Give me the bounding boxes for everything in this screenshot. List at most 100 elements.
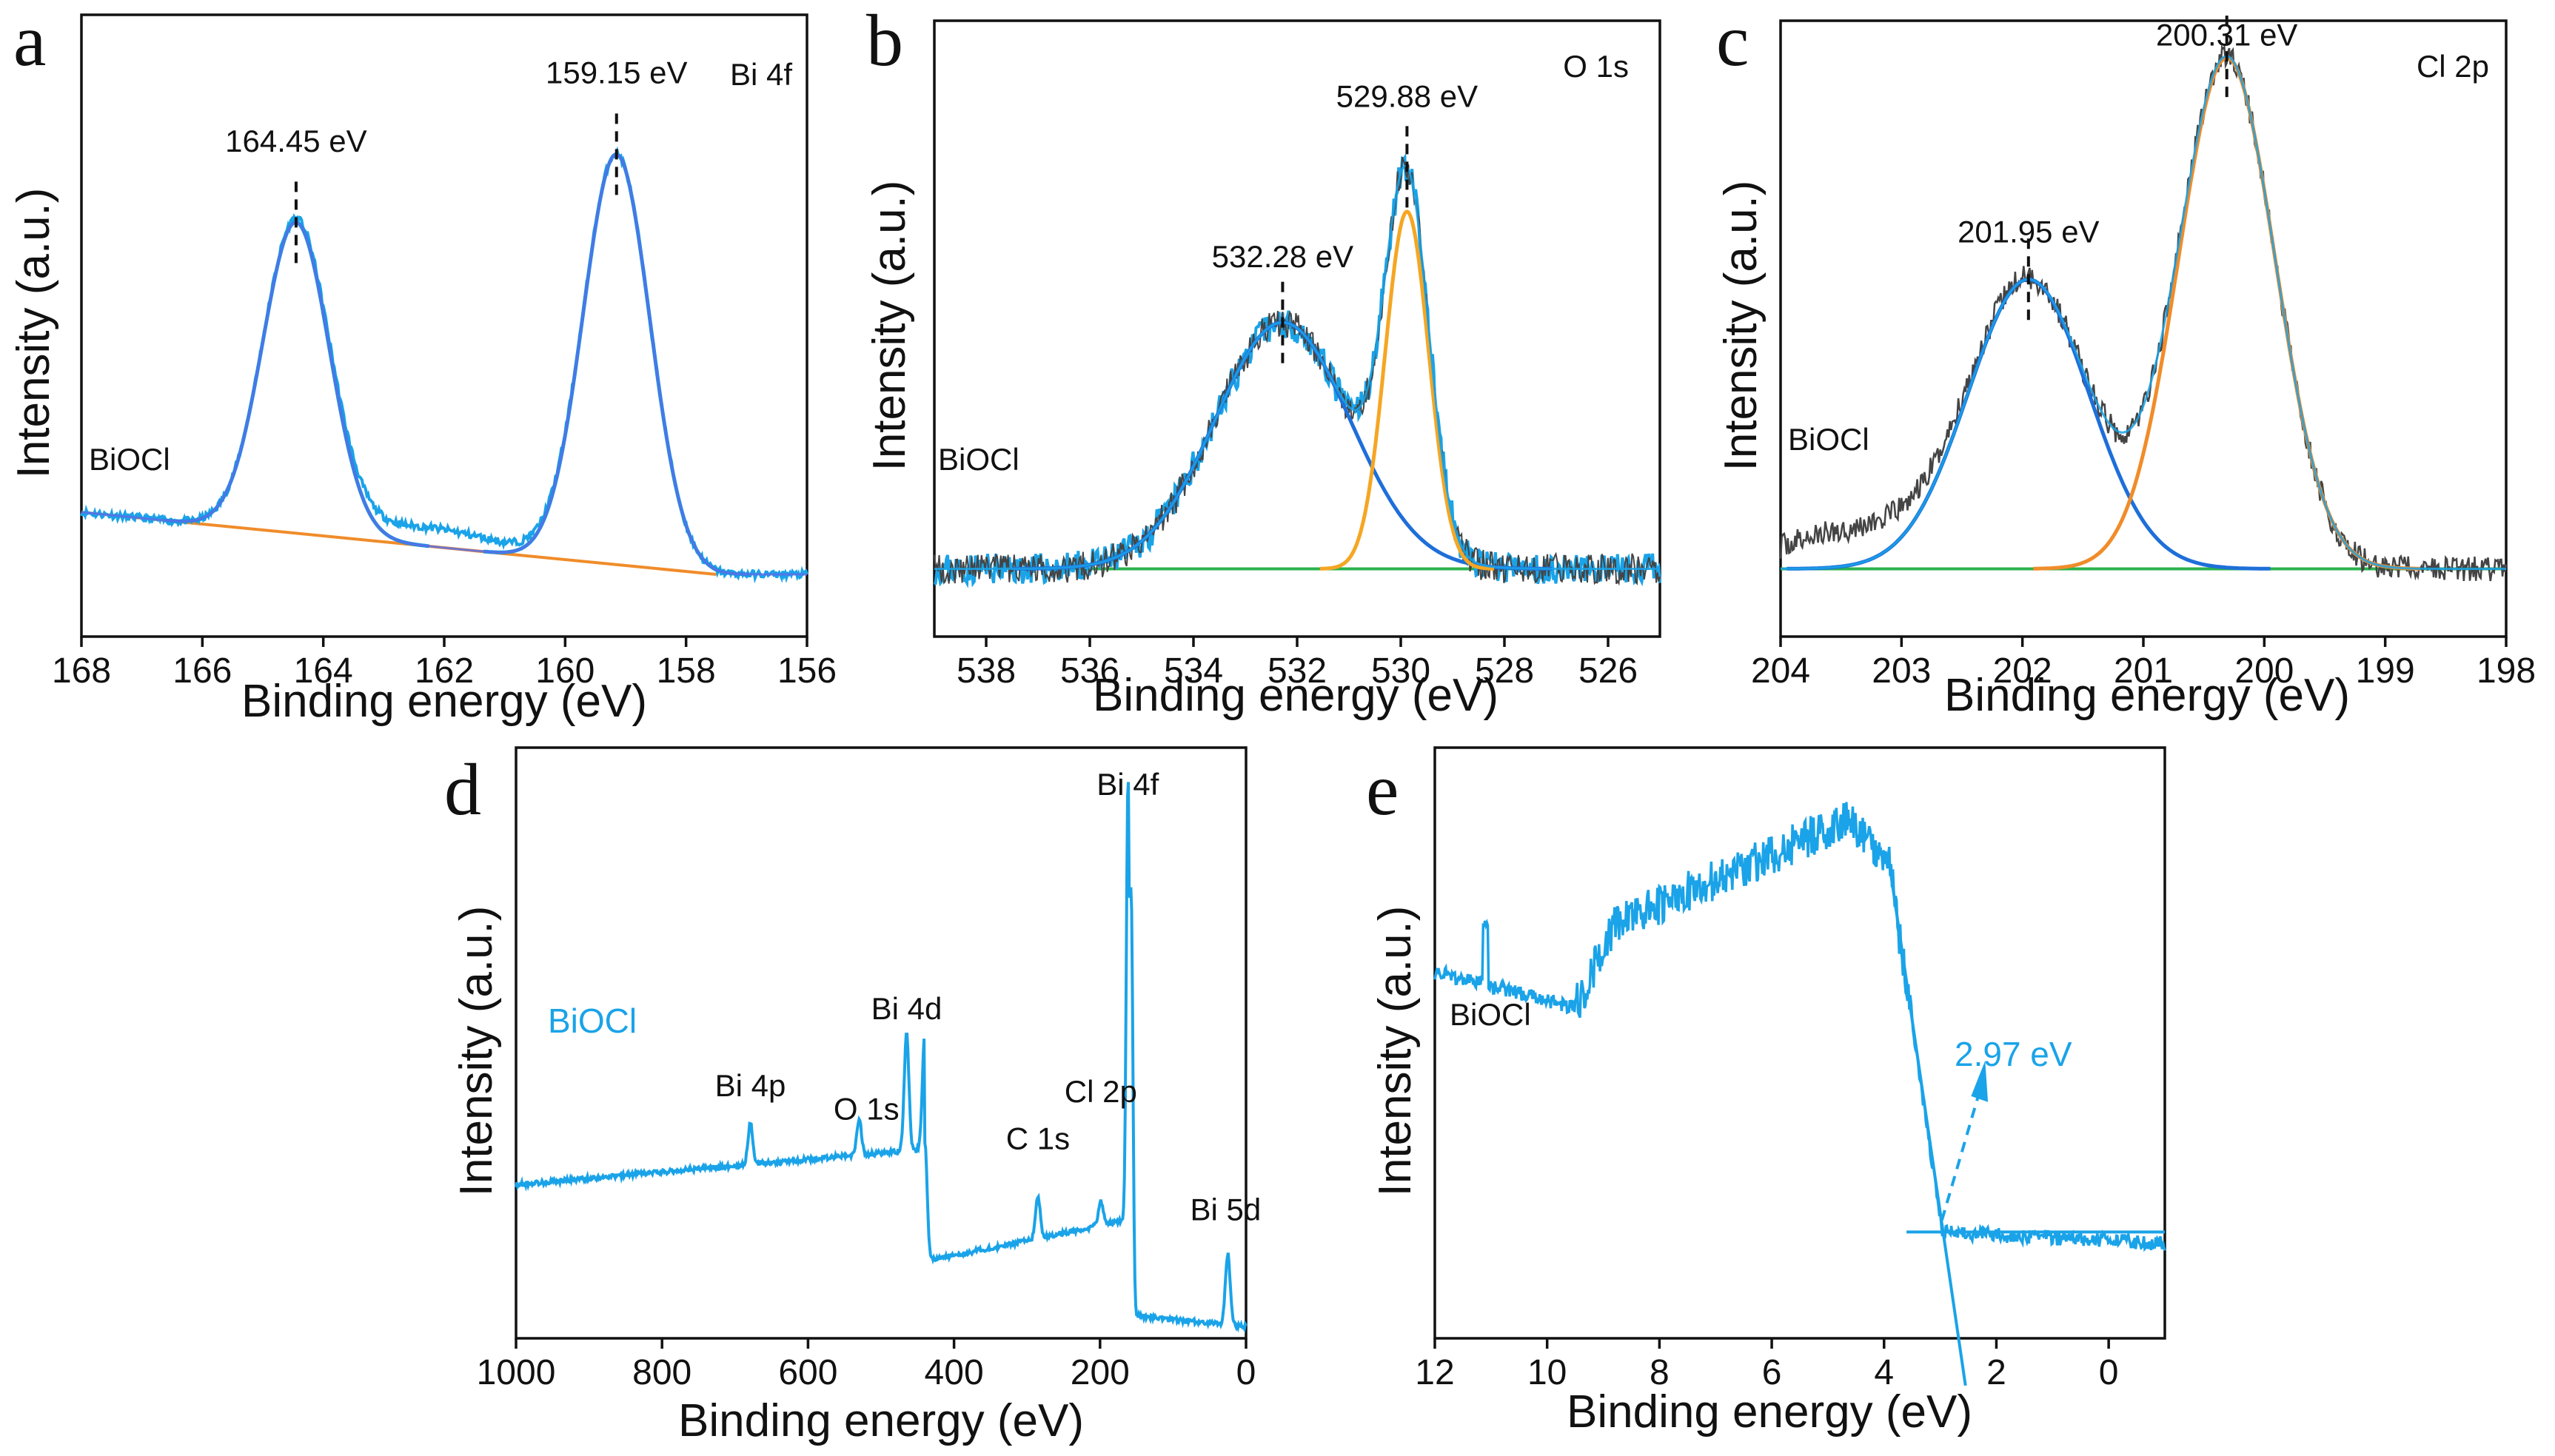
panel-c-frame bbox=[1779, 19, 2508, 638]
panel-e-sample: BiOCl bbox=[1450, 997, 1531, 1032]
peak-label: O 1s bbox=[834, 1092, 900, 1127]
x-tick-label: 528 bbox=[1475, 651, 1534, 691]
panel-d-sample: BiOCl bbox=[548, 1002, 637, 1040]
survey-spectrum-line bbox=[515, 782, 1248, 1334]
raw-data-line bbox=[933, 152, 1661, 588]
panel-c-ylabel: Intensity (a.u.) bbox=[1715, 181, 1767, 472]
fit-envelope bbox=[81, 152, 807, 576]
panel-a-title: Bi 4f bbox=[730, 57, 792, 92]
panel-e-plot: 12 10 8 6 4 2 0 bbox=[1415, 746, 2166, 1392]
valence-spectrum-line bbox=[1433, 802, 2166, 1252]
x-tick-label: 1000 bbox=[477, 1353, 556, 1392]
fit-component-1 bbox=[163, 220, 429, 548]
panel-a-frame bbox=[80, 13, 808, 638]
x-tick-label: 532 bbox=[1268, 651, 1327, 691]
x-tick-label: 198 bbox=[2477, 651, 2536, 691]
x-tick-label: 166 bbox=[173, 651, 232, 691]
panel-a-letter: a bbox=[13, 0, 46, 81]
peak-label: Cl 2p bbox=[1065, 1074, 1137, 1109]
x-tick-label: 162 bbox=[415, 651, 474, 691]
panel-d-frame bbox=[515, 746, 1248, 1340]
x-tick-label: 201 bbox=[2114, 651, 2173, 691]
peak-label: 159.15 eV bbox=[546, 55, 688, 90]
peak-label: Bi 5d bbox=[1191, 1192, 1262, 1227]
x-tick-label: 400 bbox=[925, 1353, 984, 1392]
x-tick-label: 538 bbox=[957, 651, 1016, 691]
panel-c-plot: 204 203 202 201 200 199 198 201.95 eV 200.31 eV bbox=[1751, 16, 2536, 691]
panel-b-xlabel: Binding energy (eV) bbox=[1093, 670, 1498, 721]
x-tick-label: 164 bbox=[294, 651, 353, 691]
x-tick-label: 203 bbox=[1872, 651, 1931, 691]
x-tick-label: 12 bbox=[1415, 1353, 1454, 1392]
x-tick-label: 0 bbox=[2099, 1353, 2119, 1392]
panel-a-plot: 168 166 164 162 160 158 156 164.45 eV 159.15 eV bbox=[52, 13, 837, 691]
x-tick-label: 200 bbox=[2234, 651, 2294, 691]
x-tick-label: 600 bbox=[778, 1353, 837, 1392]
panel-a-sample: BiOCl bbox=[89, 442, 170, 477]
x-tick-label: 4 bbox=[1874, 1353, 1894, 1392]
raw-data-line-2 bbox=[934, 156, 1661, 586]
peak-label: 532.28 eV bbox=[1212, 239, 1354, 274]
x-tick-label: 156 bbox=[777, 651, 837, 691]
panel-c: c Cl 2p BiOCl 204 203 202 201 200 199 198 201.9… bbox=[1715, 0, 2536, 721]
panel-e-frame bbox=[1433, 746, 2166, 1340]
x-tick-label: 200 bbox=[1071, 1353, 1130, 1392]
raw-data-line bbox=[80, 146, 808, 584]
fit-component-2 bbox=[2033, 56, 2420, 571]
x-tick-label: 158 bbox=[657, 651, 716, 691]
x-tick-label: 536 bbox=[1060, 651, 1119, 691]
panel-e: e BiOCl 2.97 eV 12 10 8 6 4 2 0 Binding energy… bbox=[1366, 746, 2166, 1437]
panel-c-letter: c bbox=[1716, 0, 1749, 81]
peak-label: C 1s bbox=[1006, 1121, 1070, 1156]
x-tick-label: 10 bbox=[1527, 1353, 1567, 1392]
panel-e-edge-label: 2.97 eV bbox=[1955, 1035, 2072, 1073]
x-tick-label: 530 bbox=[1371, 651, 1430, 691]
panel-d-xlabel: Binding energy (eV) bbox=[678, 1395, 1084, 1446]
x-tick-label: 8 bbox=[1650, 1353, 1670, 1392]
panel-b-letter: b bbox=[866, 0, 903, 81]
panel-d-letter: d bbox=[444, 748, 481, 831]
peak-label: 200.31 eV bbox=[2156, 17, 2298, 52]
panel-b: b O 1s BiOCl 538 536 534 532 530 528 526 532.28… bbox=[864, 0, 1661, 721]
peak-label: Bi 4d bbox=[871, 991, 942, 1026]
peak-label: Bi 4p bbox=[715, 1068, 786, 1103]
x-tick-label: 0 bbox=[1236, 1353, 1256, 1392]
x-tick-label: 800 bbox=[632, 1353, 692, 1392]
panel-c-sample: BiOCl bbox=[1788, 422, 1869, 457]
edge-fit-line bbox=[1888, 865, 1967, 1386]
x-tick-label: 160 bbox=[535, 651, 595, 691]
fit-envelope bbox=[1781, 55, 2506, 570]
panel-e-xlabel: Binding energy (eV) bbox=[1567, 1386, 1972, 1437]
fit-envelope bbox=[934, 164, 1660, 570]
x-tick-label: 2 bbox=[1986, 1353, 2006, 1392]
x-tick-label: 168 bbox=[52, 651, 111, 691]
panel-e-ylabel: Intensity (a.u.) bbox=[1370, 906, 1421, 1197]
x-tick-label: 202 bbox=[1993, 651, 2052, 691]
peak-label: Bi 4f bbox=[1096, 767, 1159, 802]
peak-label: 201.95 eV bbox=[1958, 215, 2100, 249]
fit-component-2 bbox=[483, 152, 750, 577]
panel-a-xlabel: Binding energy (eV) bbox=[241, 676, 647, 727]
panel-c-xlabel: Binding energy (eV) bbox=[1944, 670, 2350, 721]
panel-e-letter: e bbox=[1366, 748, 1399, 831]
panel-b-ylabel: Intensity (a.u.) bbox=[864, 181, 915, 472]
peak-label: 164.45 eV bbox=[225, 124, 367, 158]
x-tick-label: 534 bbox=[1164, 651, 1223, 691]
x-tick-label: 204 bbox=[1751, 651, 1810, 691]
panel-a-ylabel: Intensity (a.u.) bbox=[8, 188, 59, 479]
panel-b-plot: 538 536 534 532 530 528 526 532.28 eV 529.88 eV bbox=[933, 19, 1661, 691]
x-tick-label: 199 bbox=[2356, 651, 2415, 691]
panel-d-plot: 1000 800 600 400 200 0 Bi 4p O 1s Bi 4d Cl 2p C 1s… bbox=[477, 746, 1262, 1392]
fit-component-2 bbox=[1319, 209, 1494, 571]
edge-arrow-head bbox=[1971, 1060, 1989, 1102]
x-tick-label: 526 bbox=[1578, 651, 1638, 691]
panel-b-title: O 1s bbox=[1563, 49, 1629, 84]
panel-d: d BiOCl 1000 800 600 400 200 0 Bi 4p O 1s Bi 4d C… bbox=[444, 746, 1262, 1446]
x-tick-label: 6 bbox=[1762, 1353, 1782, 1392]
panel-d-ylabel: Intensity (a.u.) bbox=[451, 906, 502, 1197]
raw-data-line bbox=[1779, 44, 2508, 582]
panel-c-title: Cl 2p bbox=[2417, 49, 2489, 84]
panel-a: a Bi 4f BiOCl 168 166 164 162 160 158 156 164.4… bbox=[8, 0, 837, 727]
peak-label: 529.88 eV bbox=[1336, 78, 1479, 113]
